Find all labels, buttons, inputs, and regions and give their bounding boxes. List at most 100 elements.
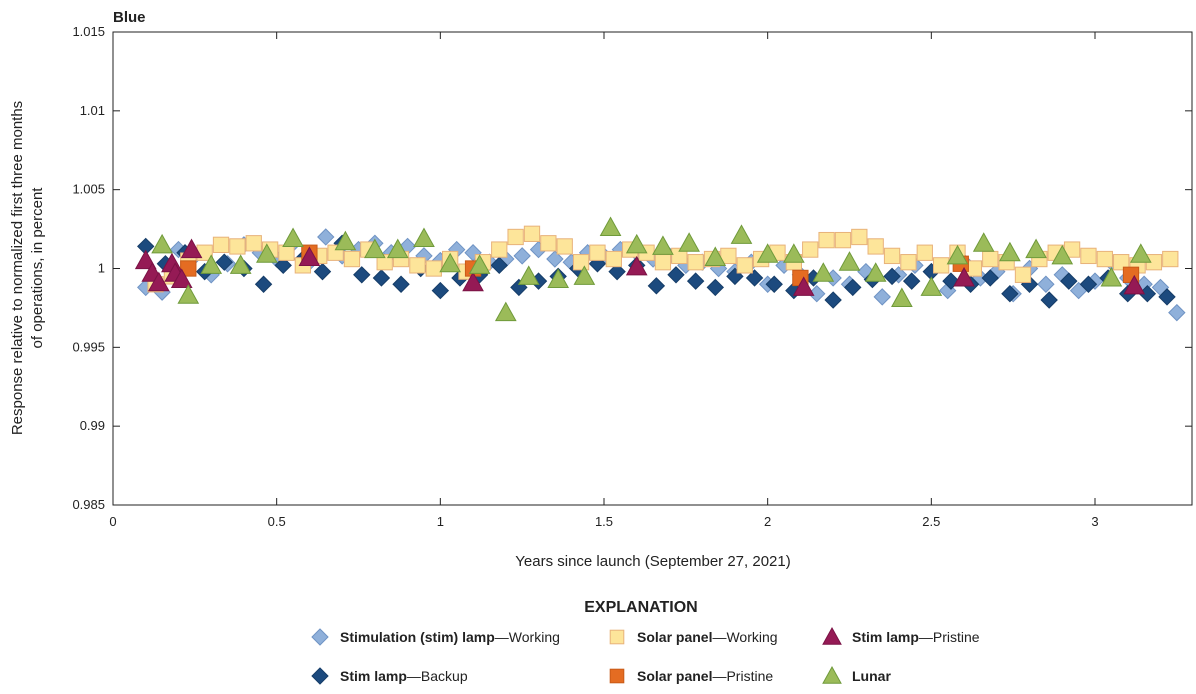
chart-title: Blue [113,9,146,26]
y-tick-label: 1.005 [72,182,105,197]
legend-item: Stim lamp—Pristine [822,626,980,645]
legend-label: Stim lamp—Pristine [852,629,980,645]
data-point [386,238,409,259]
data-point [147,271,170,292]
data-point [605,250,622,268]
data-point [134,249,157,270]
data-point [1100,266,1123,287]
data-point [229,254,252,274]
data-point [652,235,674,255]
data-point [736,257,753,274]
legend-marker [609,629,625,645]
data-point [1096,250,1113,268]
data-point [274,256,292,275]
data-point [317,228,335,246]
data-point [494,301,517,322]
data-point [523,225,541,242]
data-point [873,288,891,306]
series-5 [151,216,1152,322]
data-point [883,267,901,286]
legend-label: Lunar [852,668,891,684]
legend-item: Lunar [822,665,891,684]
data-point [834,231,852,249]
data-point [212,236,230,253]
data-point [818,231,835,249]
legend-label-bold: Lunar [852,668,891,684]
data-point [353,266,371,284]
data-point [282,227,304,248]
data-point [802,241,819,258]
data-point [838,251,861,271]
legend-item: Stimulation (stim) lamp—Working [311,628,560,646]
data-point [546,250,564,268]
data-point [254,275,273,293]
x-tick-label: 0.5 [268,514,286,529]
data-point [439,252,462,273]
data-point [431,281,450,300]
data-point [706,278,725,297]
legend-label: Solar panel—Pristine [637,668,773,684]
data-point [671,247,688,265]
data-point [588,255,607,273]
legend-marker [311,628,329,646]
data-point [687,254,704,271]
data-point [468,254,491,274]
data-point [812,262,835,282]
data-point [413,227,435,248]
data-point [625,255,648,276]
y-axis-label-line2: of operations, in percent [29,187,46,349]
data-point [864,262,887,282]
data-point [1040,291,1058,309]
legend-label-bold: Stim lamp [852,629,919,645]
data-point [517,265,540,285]
data-point [462,271,484,292]
series-4 [134,238,1146,296]
data-point [490,256,508,275]
data-point [599,216,622,237]
y-tick-label: 1 [98,261,105,276]
data-point [177,284,200,304]
legend-marker [822,626,842,645]
legend-label-bold: Stimulation (stim) lamp [340,629,495,645]
data-point [920,276,943,296]
data-point [364,238,386,259]
data-point [1051,244,1074,265]
data-point [334,230,357,251]
data-point [972,232,995,252]
data-point [765,275,783,293]
data-point [1060,272,1078,290]
data-point [1025,238,1047,259]
legend-label-bold: Stim lamp [340,668,407,684]
legend-label-rest: —Backup [407,668,468,684]
data-point [1162,250,1179,268]
x-tick-label: 1.5 [595,514,613,529]
data-point [686,272,705,290]
y-tick-label: 1.015 [72,24,105,39]
x-tick-label: 1 [437,514,444,529]
data-point [372,269,391,287]
data-point [392,275,410,293]
data-point [245,235,262,252]
legend-marker [609,668,625,684]
data-point [1001,285,1019,303]
legend-label-bold: Solar panel [637,629,712,645]
legend-marker [822,665,842,684]
legend-label-rest: —Working [712,629,777,645]
data-point [844,278,862,297]
legend-label-rest: —Working [495,629,560,645]
data-point [409,257,426,274]
data-point [298,246,321,266]
data-point [902,272,921,290]
data-point [200,254,223,274]
data-point [730,224,753,244]
y-tick-label: 0.99 [80,418,105,433]
data-point [891,287,913,307]
data-point [678,232,700,252]
data-point [654,254,672,271]
data-point [608,262,626,281]
data-point [425,260,442,277]
legend-label-rest: —Pristine [919,629,980,645]
legend-item: Solar panel—Working [609,629,778,645]
data-point [720,247,737,265]
data-point [792,276,815,296]
